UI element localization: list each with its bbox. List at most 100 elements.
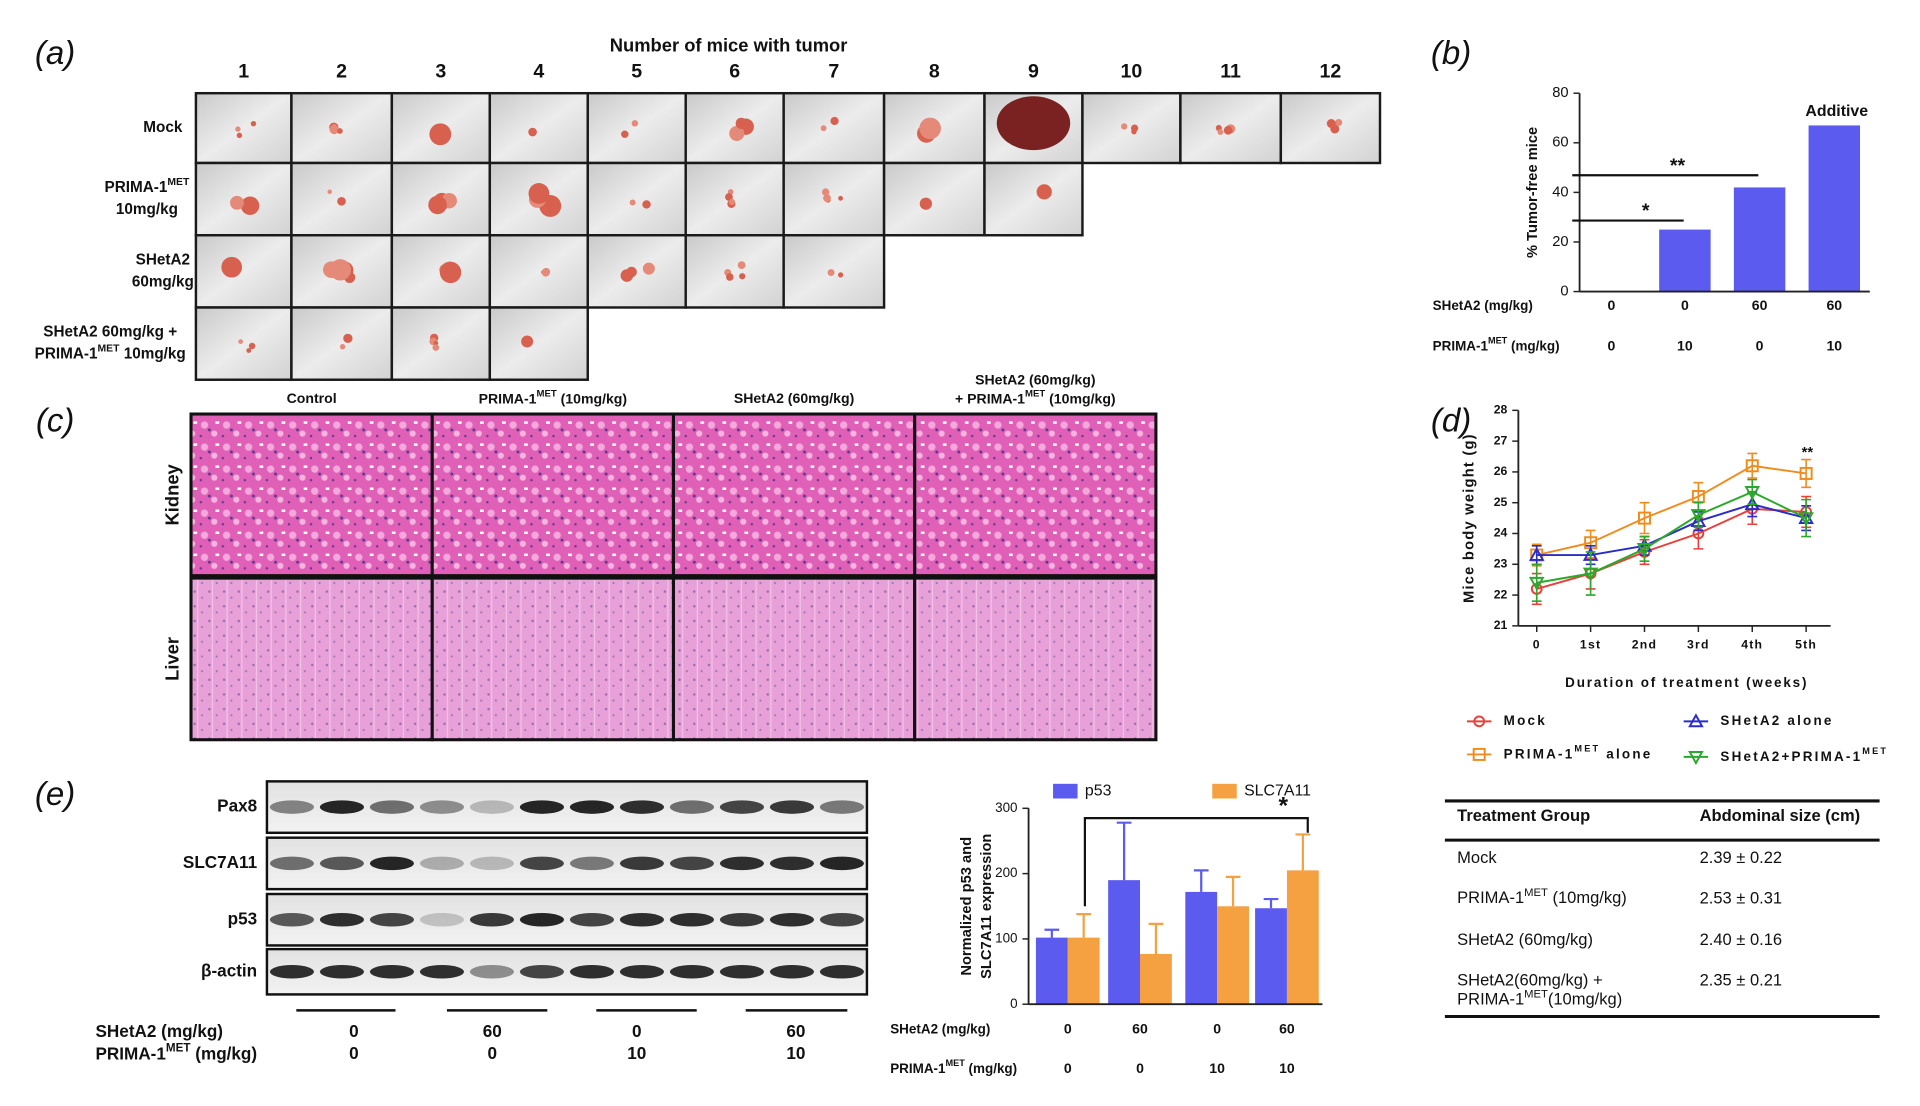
column-number: 11 <box>1220 61 1241 83</box>
tumor <box>820 125 827 132</box>
tumor-photo <box>983 161 1084 237</box>
tumor <box>1217 129 1224 135</box>
tumor <box>1130 124 1139 132</box>
dose-value: 60 <box>786 1021 805 1041</box>
band <box>719 856 764 871</box>
x-axis-label: Duration of treatment (weeks) <box>1565 675 1808 690</box>
dose-value: 10 <box>627 1043 646 1063</box>
tumor-photo <box>586 234 687 309</box>
row-label: PRIMA-1MET <box>105 177 190 196</box>
bar <box>1808 125 1860 292</box>
x-tick-label: 3rd <box>1687 638 1710 652</box>
text-part: (10mg/kg) <box>1548 888 1627 907</box>
dose-value: 0 <box>349 1043 359 1063</box>
dose-value: 60 <box>1826 297 1842 313</box>
legend-swatch <box>1212 783 1237 799</box>
marker <box>1745 459 1759 473</box>
superscript: MET <box>1488 336 1508 346</box>
histology-image <box>189 412 434 578</box>
tumor <box>240 196 260 215</box>
histology-image <box>671 576 917 742</box>
tumor <box>620 269 634 282</box>
text-part: PRIMA-1 <box>1433 338 1489 353</box>
text-part: PRIMA-1 <box>35 346 98 363</box>
band <box>819 856 864 871</box>
dose-value: 60 <box>1132 1021 1148 1037</box>
error-bar <box>1801 498 1812 538</box>
tumor <box>737 261 746 270</box>
band <box>619 965 664 979</box>
column-number: 5 <box>631 61 642 83</box>
band <box>519 856 564 871</box>
dose-value: 0 <box>1064 1060 1072 1076</box>
blot-strip <box>265 947 869 996</box>
tumor <box>729 125 745 141</box>
band <box>669 965 714 979</box>
tumor <box>428 195 447 215</box>
band <box>319 856 364 871</box>
legend-label: p53 <box>1085 782 1112 799</box>
dose-value: 60 <box>483 1021 502 1041</box>
tumor <box>996 96 1071 151</box>
tumor <box>439 261 462 284</box>
column-number: 1 <box>238 61 249 83</box>
tumor <box>331 124 337 129</box>
superscript: MET <box>166 1041 191 1054</box>
tumor <box>827 269 835 277</box>
dose-value: 10 <box>1826 337 1842 353</box>
tumor <box>433 340 439 346</box>
dose-value: 0 <box>632 1021 642 1041</box>
error-bar <box>1263 897 1279 909</box>
histology-image <box>430 412 675 578</box>
table-header: Abdominal size (cm) <box>1700 806 1861 825</box>
y-tick-label: 24 <box>1494 526 1508 540</box>
superscript: MET <box>1524 887 1548 899</box>
series-line <box>1536 464 1807 557</box>
tumor <box>830 116 839 126</box>
bar <box>1733 187 1786 292</box>
dose-value: 0 <box>1064 1021 1072 1037</box>
tumor <box>919 197 932 210</box>
error-bar <box>1585 551 1596 596</box>
annotation: Additive <box>1805 103 1868 120</box>
tumor-photo <box>684 161 785 237</box>
band <box>619 913 664 927</box>
tumor-photo <box>390 306 492 381</box>
band <box>419 965 464 979</box>
histology-image <box>430 576 675 742</box>
dose-value: 0 <box>1213 1021 1221 1037</box>
band <box>469 800 514 814</box>
row-label: Liver <box>162 637 183 681</box>
histology-image <box>189 576 434 742</box>
band <box>819 965 864 979</box>
series-line <box>1536 490 1807 584</box>
row-label: SHetA2 <box>136 251 190 268</box>
column-number: 8 <box>929 61 940 83</box>
band <box>369 965 414 979</box>
table-cell: PRIMA-1MET (10mg/kg) <box>1457 887 1627 907</box>
y-tick-label: 23 <box>1494 557 1508 571</box>
legend-label: SHetA2 alone <box>1720 713 1833 728</box>
column-header: Control <box>287 390 337 406</box>
band <box>719 913 764 927</box>
column-header: SHetA2 (60mg/kg) <box>975 372 1095 388</box>
band <box>819 800 864 814</box>
tumor-photo <box>782 91 886 165</box>
tumor <box>521 335 534 348</box>
dose-label: PRIMA-1MET (mg/kg) <box>1433 336 1560 353</box>
tumor-photo <box>488 234 589 309</box>
text-part: (10mg/kg) <box>1548 990 1622 1009</box>
column-header: PRIMA-1MET (10mg/kg) <box>479 388 627 406</box>
y-tick-label: 100 <box>995 930 1017 945</box>
significance-bracket <box>1083 817 1309 907</box>
tumor <box>821 188 830 196</box>
x-tick-label: 2nd <box>1632 638 1657 652</box>
y-tick-label: 300 <box>995 800 1017 815</box>
text-part: PRIMA-1 <box>479 390 537 406</box>
tumor <box>1121 123 1128 130</box>
dose-value: 0 <box>487 1043 497 1063</box>
table-cell: PRIMA-1MET(10mg/kg) <box>1457 989 1622 1009</box>
tumor-photo <box>488 91 589 165</box>
